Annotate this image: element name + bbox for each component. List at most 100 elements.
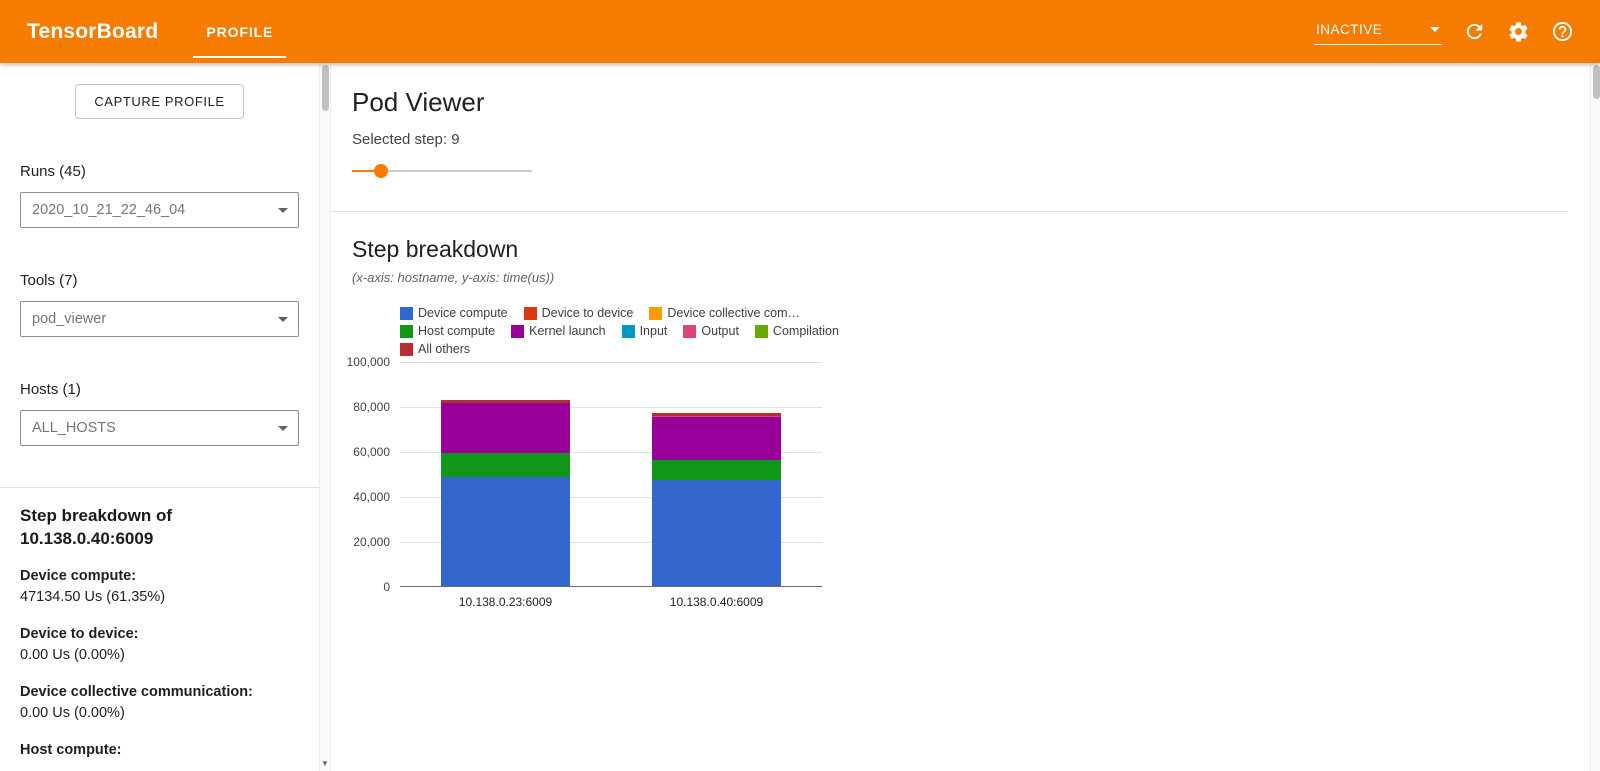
hosts-select-value: ALL_HOSTS — [32, 420, 116, 436]
sidebar-scrollbar[interactable]: ▼ — [319, 63, 331, 771]
metric-value: 0.00 Us (0.00%) — [20, 705, 125, 721]
section-divider — [331, 211, 1568, 212]
axis-note: (x-axis: hostname, y-axis: time(us)) — [352, 270, 555, 285]
metric-host-compute: Host compute: — [20, 740, 299, 761]
gridline — [400, 407, 822, 408]
legend-label: Output — [701, 324, 739, 338]
page-scrollbar[interactable] — [1590, 63, 1600, 771]
hosts-select[interactable]: ALL_HOSTS — [20, 410, 299, 446]
runs-select-value: 2020_10_21_22_46_04 — [32, 202, 186, 218]
chart-x-axis: 10.138.0.23:6009 10.138.0.40:6009 — [400, 587, 822, 611]
step-breakdown-details: Step breakdown of 10.138.0.40:6009 Devic… — [0, 488, 319, 761]
app-header: TensorBoard PROFILE INACTIVE — [0, 0, 1600, 63]
chart-y-axis: 0 20,000 40,000 60,000 80,000 100,000 — [347, 355, 400, 594]
main-content: Pod Viewer Selected step: 9 Step breakdo… — [331, 63, 1590, 771]
tab-profile-label: PROFILE — [206, 23, 274, 40]
metric-device-compute: Device compute: 47134.50 Us (61.35%) — [20, 566, 299, 608]
chart-plot — [400, 362, 822, 587]
metric-value: 0.00 Us (0.00%) — [20, 647, 125, 663]
refresh-icon[interactable] — [1462, 20, 1486, 44]
tools-select[interactable]: pod_viewer — [20, 301, 299, 337]
bar-segment — [441, 476, 570, 586]
bar-segment — [652, 413, 781, 417]
selected-step-label: Selected step: 9 — [352, 131, 460, 148]
runs-label: Runs (45) — [20, 163, 86, 180]
chart-legend: Device compute Device to device Device col… — [400, 305, 848, 358]
inactive-run-select-value: INACTIVE — [1316, 22, 1383, 37]
step-breakdown-title: Step breakdown — [352, 236, 519, 262]
y-tick-label: 40,000 — [353, 490, 390, 504]
bar-segment — [441, 403, 570, 454]
legend-swatch — [523, 307, 537, 320]
legend-item: Device collective com… — [649, 305, 800, 322]
tab-profile[interactable]: PROFILE — [180, 0, 299, 63]
step-slider[interactable] — [352, 164, 532, 178]
gridline — [400, 362, 822, 363]
x-tick-label: 10.138.0.40:6009 — [669, 595, 764, 609]
legend-item: All others — [400, 341, 470, 358]
settings-gear-icon[interactable] — [1506, 20, 1530, 44]
inactive-run-select[interactable]: INACTIVE — [1314, 18, 1442, 45]
capture-profile-button[interactable]: CAPTURE PROFILE — [75, 84, 244, 119]
bar-segment — [652, 417, 781, 460]
bar-segment — [652, 459, 781, 480]
step-breakdown-chart: Device compute Device to device Device col… — [347, 305, 1590, 611]
y-tick-label: 80,000 — [353, 400, 390, 414]
app-title: TensorBoard — [27, 19, 159, 43]
legend-swatch — [400, 307, 413, 320]
slider-track[interactable] — [352, 170, 532, 172]
runs-select[interactable]: 2020_10_21_22_46_04 — [20, 192, 299, 228]
help-icon[interactable] — [1550, 20, 1574, 44]
legend-label: Kernel launch — [529, 324, 606, 338]
legend-swatch — [400, 325, 413, 338]
slider-thumb[interactable] — [373, 164, 388, 178]
gridline — [400, 542, 822, 543]
page-layout: CAPTURE PROFILE Runs (45) 2020_10_21_22_… — [0, 63, 1600, 771]
legend-label: Device compute — [418, 306, 508, 320]
chevron-down-icon — [278, 207, 288, 213]
sidebar-divider — [0, 487, 319, 488]
legend-item: Input — [621, 323, 667, 340]
metric-label: Device compute: — [20, 568, 137, 584]
legend-item: Device compute — [400, 305, 508, 322]
legend-label: All others — [418, 342, 471, 356]
legend-item: Host compute — [400, 323, 495, 340]
legend-item: Kernel launch — [511, 323, 606, 340]
bar-segment — [652, 479, 781, 586]
metric-label: Host compute: — [20, 742, 122, 758]
legend-item: Device to device — [523, 305, 634, 322]
page-title: Pod Viewer — [352, 87, 485, 117]
legend-label: Device to device — [541, 306, 634, 320]
sidebar-scrollbar-thumb[interactable] — [322, 65, 329, 111]
chevron-down-icon — [278, 316, 288, 322]
header-actions: INACTIVE — [1314, 18, 1574, 45]
legend-swatch — [621, 325, 635, 338]
page-scrollbar-thumb[interactable] — [1593, 65, 1600, 99]
gridline — [400, 497, 822, 498]
bar-segment — [441, 400, 570, 404]
tab-bar: PROFILE — [180, 0, 299, 63]
legend-item: Compilation — [754, 323, 839, 340]
metric-device-collective: Device collective communication: 0.00 Us… — [20, 682, 299, 724]
y-tick-label: 0 — [383, 580, 390, 594]
hosts-label: Hosts (1) — [20, 381, 81, 398]
metric-device-to-device: Device to device: 0.00 Us (0.00%) — [20, 624, 299, 666]
details-title-line1: Step breakdown of — [20, 506, 173, 525]
sidebar: CAPTURE PROFILE Runs (45) 2020_10_21_22_… — [0, 63, 319, 771]
legend-label: Device collective com… — [667, 306, 801, 320]
slider-fill — [352, 170, 381, 172]
bar-segment — [441, 453, 570, 477]
x-tick-label: 10.138.0.23:6009 — [458, 595, 553, 609]
tools-select-value: pod_viewer — [32, 311, 107, 327]
metric-value: 47134.50 Us (61.35%) — [20, 589, 166, 605]
scroll-down-arrow-icon[interactable]: ▼ — [321, 759, 329, 768]
legend-label: Compilation — [772, 324, 839, 338]
legend-swatch — [511, 325, 525, 338]
y-tick-label: 100,000 — [346, 355, 390, 369]
chevron-down-icon — [278, 425, 288, 431]
metric-label: Device collective communication: — [20, 684, 253, 700]
details-title: Step breakdown of 10.138.0.40:6009 — [20, 504, 299, 550]
chevron-down-icon — [1430, 27, 1440, 32]
metric-label: Device to device: — [20, 626, 139, 642]
details-title-line2: 10.138.0.40:6009 — [20, 529, 154, 548]
